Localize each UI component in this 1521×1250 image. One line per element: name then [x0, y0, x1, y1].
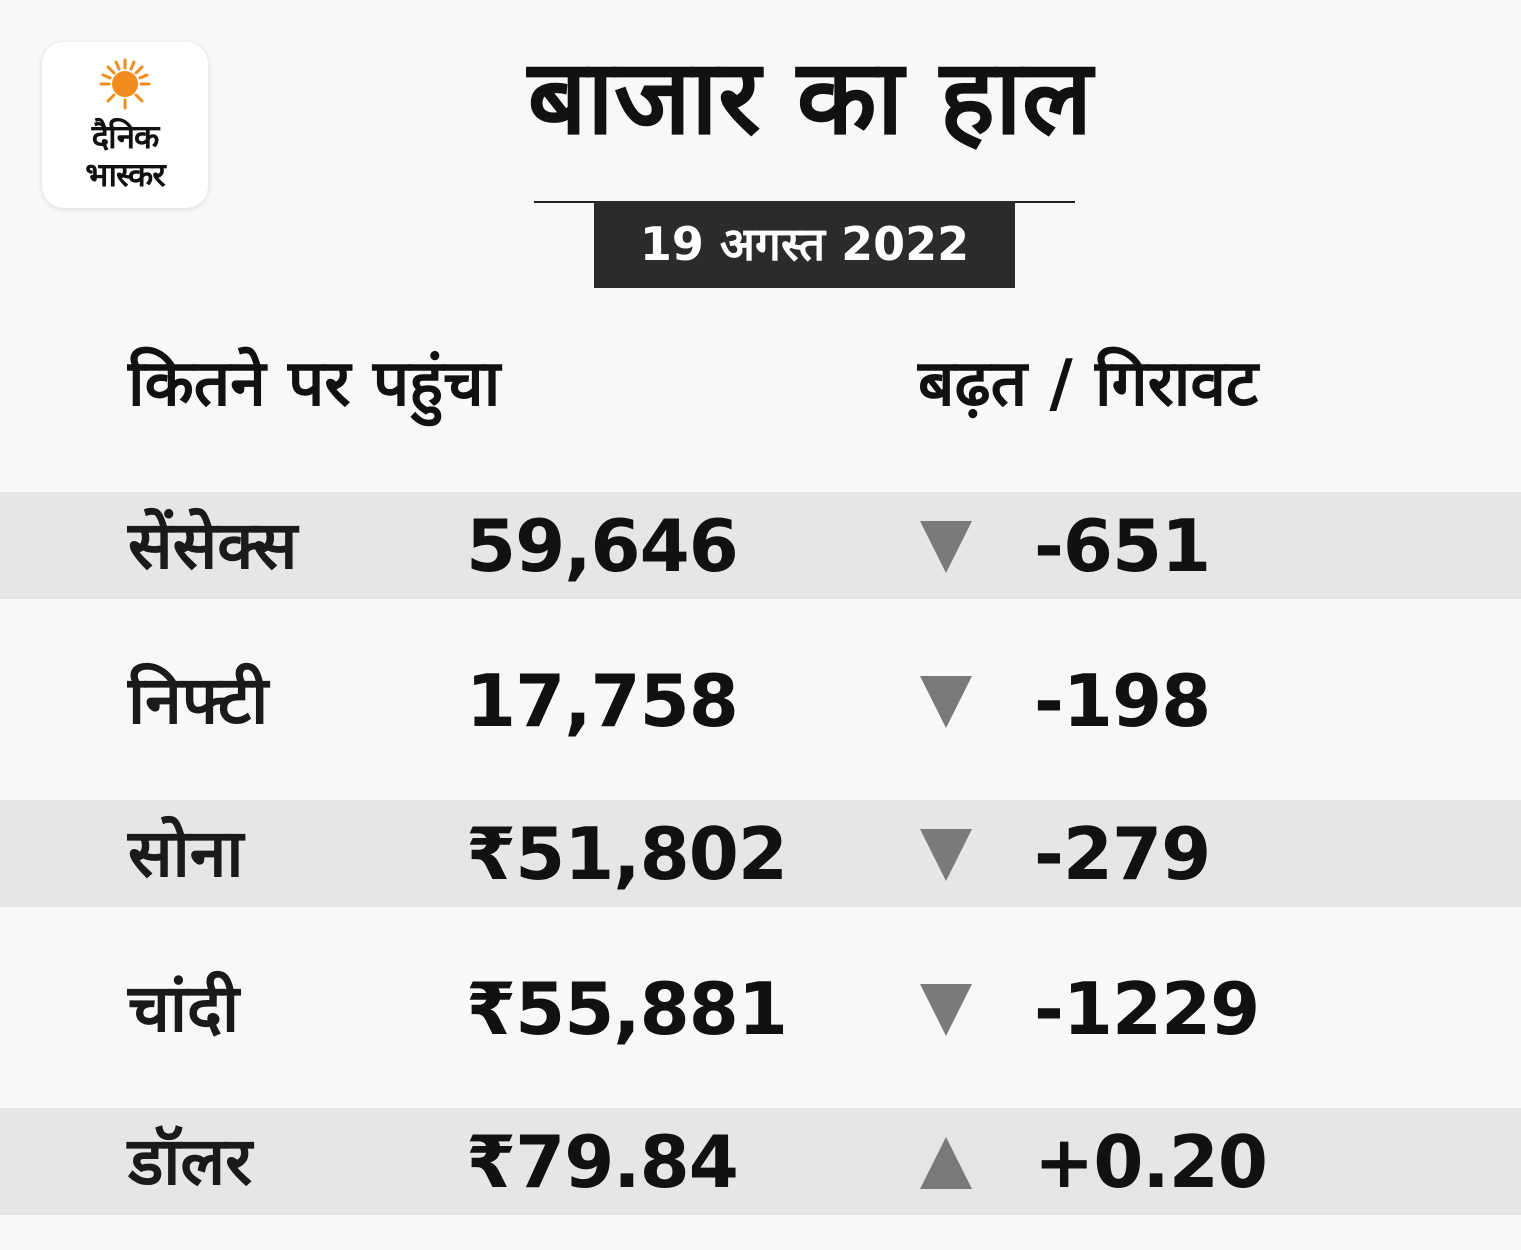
row-value: ₹79.84 [466, 1120, 739, 1204]
row-change: +0.20 [1034, 1120, 1268, 1204]
row-change: -279 [1034, 812, 1211, 896]
row-name: सोना [128, 815, 244, 892]
down-arrow-icon [920, 521, 972, 573]
down-arrow-icon [920, 676, 972, 728]
row-name: चांदी [128, 970, 240, 1047]
market-row-sensex: सेंसेक्स 59,646 -651 [0, 492, 1521, 599]
row-name: सेंसेक्स [128, 507, 298, 584]
column-header-level: कितने पर पहुंचा [128, 347, 501, 421]
down-arrow-icon [920, 829, 972, 881]
date-badge: 19 अगस्त 2022 [594, 201, 1015, 288]
market-row-gold: सोना ₹51,802 -279 [0, 800, 1521, 907]
market-row-silver: चांदी ₹55,881 -1229 [0, 955, 1521, 1062]
row-change: -198 [1034, 659, 1211, 743]
row-value: 17,758 [466, 659, 739, 743]
sun-icon [99, 58, 151, 110]
logo-line-2: भास्कर [85, 155, 165, 194]
page-title: बाजार का हाल [527, 36, 1093, 158]
row-value: ₹51,802 [466, 812, 788, 896]
logo-line-1: दैनिक [91, 117, 160, 156]
row-value: ₹55,881 [466, 967, 788, 1051]
row-name: डॉलर [128, 1123, 253, 1200]
up-arrow-icon [920, 1137, 972, 1189]
column-header-change: बढ़त / गिरावट [918, 347, 1259, 421]
row-name: निफ्टी [128, 662, 269, 739]
dainik-bhaskar-logo: दैनिक भास्कर [42, 42, 208, 208]
market-row-nifty: निफ्टी 17,758 -198 [0, 647, 1521, 754]
row-value: 59,646 [466, 504, 739, 588]
market-row-dollar: डॉलर ₹79.84 +0.20 [0, 1108, 1521, 1215]
row-change: -651 [1034, 504, 1211, 588]
down-arrow-icon [920, 984, 972, 1036]
row-change: -1229 [1034, 967, 1260, 1051]
